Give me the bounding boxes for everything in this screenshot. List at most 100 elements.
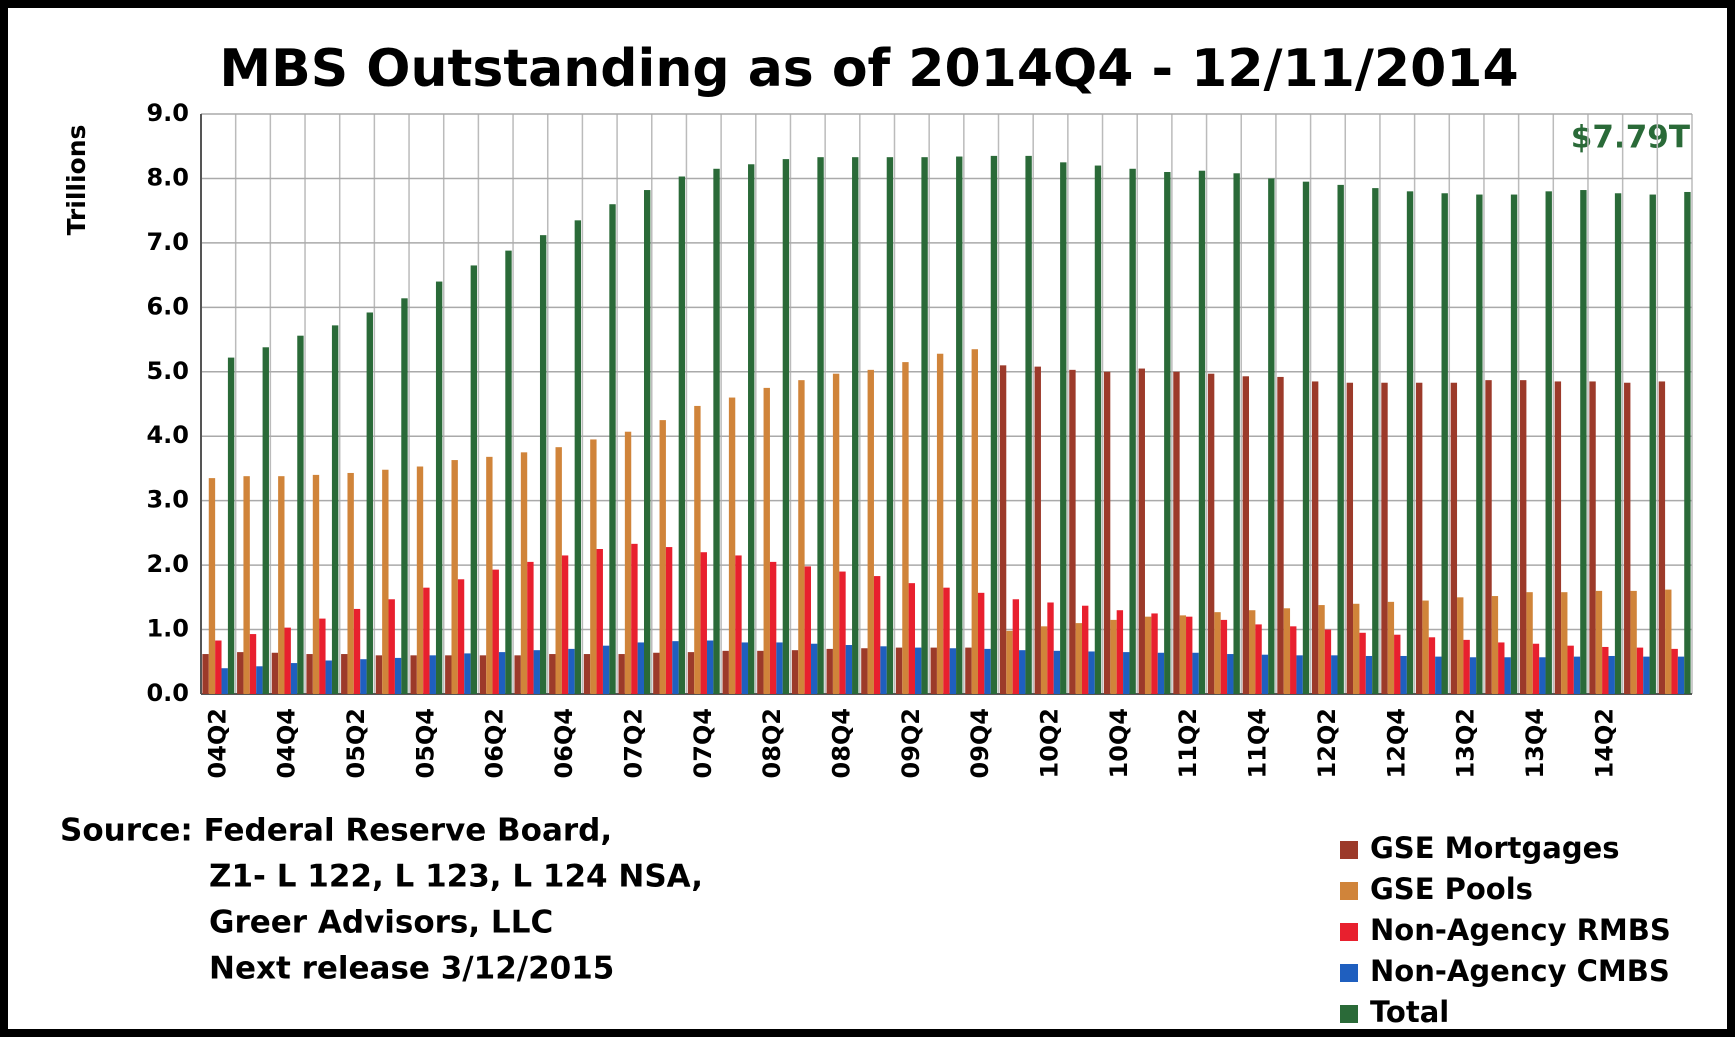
- bar: [965, 647, 972, 694]
- bar: [694, 405, 701, 694]
- bar: [1116, 610, 1124, 694]
- bar: [388, 599, 395, 694]
- source-text: Greer Advisors, LLC: [209, 905, 553, 941]
- bar: [1302, 181, 1310, 694]
- y-tick-label: 9.0: [146, 99, 189, 127]
- bar: [990, 155, 998, 694]
- x-tick-label: 05Q2: [342, 708, 370, 779]
- x-tick-label: 13Q4: [1521, 708, 1549, 779]
- annotation: $7.79T: [1571, 120, 1690, 156]
- bar: [769, 561, 777, 694]
- bar: [1532, 643, 1540, 694]
- bar: [1088, 651, 1095, 694]
- bar: [498, 652, 506, 694]
- x-tick-label: 07Q4: [689, 708, 717, 779]
- x-tick-label: 11Q2: [1174, 708, 1202, 779]
- bar: [1277, 376, 1284, 694]
- bar: [555, 447, 562, 694]
- bar: [284, 627, 291, 694]
- bar: [243, 476, 250, 694]
- bar: [644, 190, 651, 695]
- bar: [1019, 650, 1026, 694]
- bar: [672, 641, 679, 694]
- bar: [1463, 639, 1470, 694]
- bar: [1504, 657, 1511, 694]
- bar: [1075, 623, 1083, 694]
- bar: [1643, 656, 1650, 694]
- bar: [347, 472, 354, 694]
- bar: [486, 456, 493, 694]
- x-tick-label: 06Q4: [550, 708, 578, 779]
- bar: [1624, 382, 1631, 694]
- bar: [782, 159, 790, 695]
- bar: [1353, 603, 1360, 694]
- bar: [479, 655, 487, 694]
- bar: [1415, 382, 1423, 694]
- bar: [915, 647, 922, 694]
- bar: [306, 654, 313, 694]
- bar: [880, 646, 887, 694]
- bar: [1671, 648, 1678, 694]
- bar: [602, 645, 610, 694]
- bar: [861, 648, 868, 694]
- bar: [1684, 191, 1691, 694]
- bar: [1053, 650, 1061, 694]
- bar: [826, 648, 833, 694]
- bar: [1608, 655, 1615, 694]
- bar: [1207, 373, 1215, 694]
- bar: [445, 655, 452, 694]
- bar: [1069, 369, 1076, 694]
- bar: [741, 642, 749, 694]
- bar: [1012, 599, 1020, 694]
- bar: [1476, 194, 1483, 695]
- legend-label: Total: [1370, 995, 1449, 1029]
- bar: [505, 250, 512, 694]
- bar: [1290, 626, 1297, 694]
- bar: [1469, 657, 1477, 694]
- bar: [1082, 605, 1089, 694]
- bar: [366, 312, 373, 694]
- legend-swatch: [1340, 923, 1358, 941]
- bar: [539, 235, 547, 694]
- bar: [1179, 615, 1187, 694]
- bar: [208, 478, 216, 694]
- bar: [1649, 194, 1656, 695]
- y-tick-label: 1.0: [146, 615, 189, 643]
- bar: [574, 220, 582, 695]
- bar: [728, 397, 736, 694]
- source-text: Next release 3/12/2015: [209, 951, 614, 987]
- bar: [757, 650, 764, 694]
- bar: [776, 642, 783, 694]
- y-tick-label: 3.0: [146, 486, 189, 514]
- bar: [748, 164, 755, 694]
- bar: [1450, 382, 1458, 694]
- bar: [1173, 371, 1180, 694]
- bar: [561, 555, 569, 694]
- x-tick-label: 08Q2: [758, 708, 786, 779]
- bar: [382, 469, 389, 694]
- bar: [845, 645, 853, 694]
- bar: [1034, 366, 1041, 694]
- y-tick-label: 2.0: [146, 550, 189, 578]
- bar: [706, 640, 714, 694]
- bar: [256, 666, 263, 694]
- bar: [735, 555, 742, 694]
- bar: [713, 168, 720, 694]
- bar: [1255, 624, 1262, 694]
- bar: [1589, 381, 1596, 694]
- bar: [215, 640, 222, 694]
- x-tick-label: 13Q2: [1452, 708, 1480, 779]
- bar: [1110, 619, 1117, 694]
- bar: [520, 452, 528, 694]
- bar: [1331, 655, 1338, 694]
- x-tick-label: 04Q4: [273, 708, 301, 779]
- bar: [984, 648, 991, 694]
- bar: [1144, 616, 1152, 694]
- bar: [1510, 194, 1518, 695]
- bar: [341, 654, 348, 694]
- bar: [791, 650, 799, 694]
- legend-label: GSE Mortgages: [1370, 831, 1620, 865]
- bar: [1283, 608, 1291, 694]
- bar: [624, 431, 632, 694]
- legend-label: Non-Agency CMBS: [1370, 954, 1670, 988]
